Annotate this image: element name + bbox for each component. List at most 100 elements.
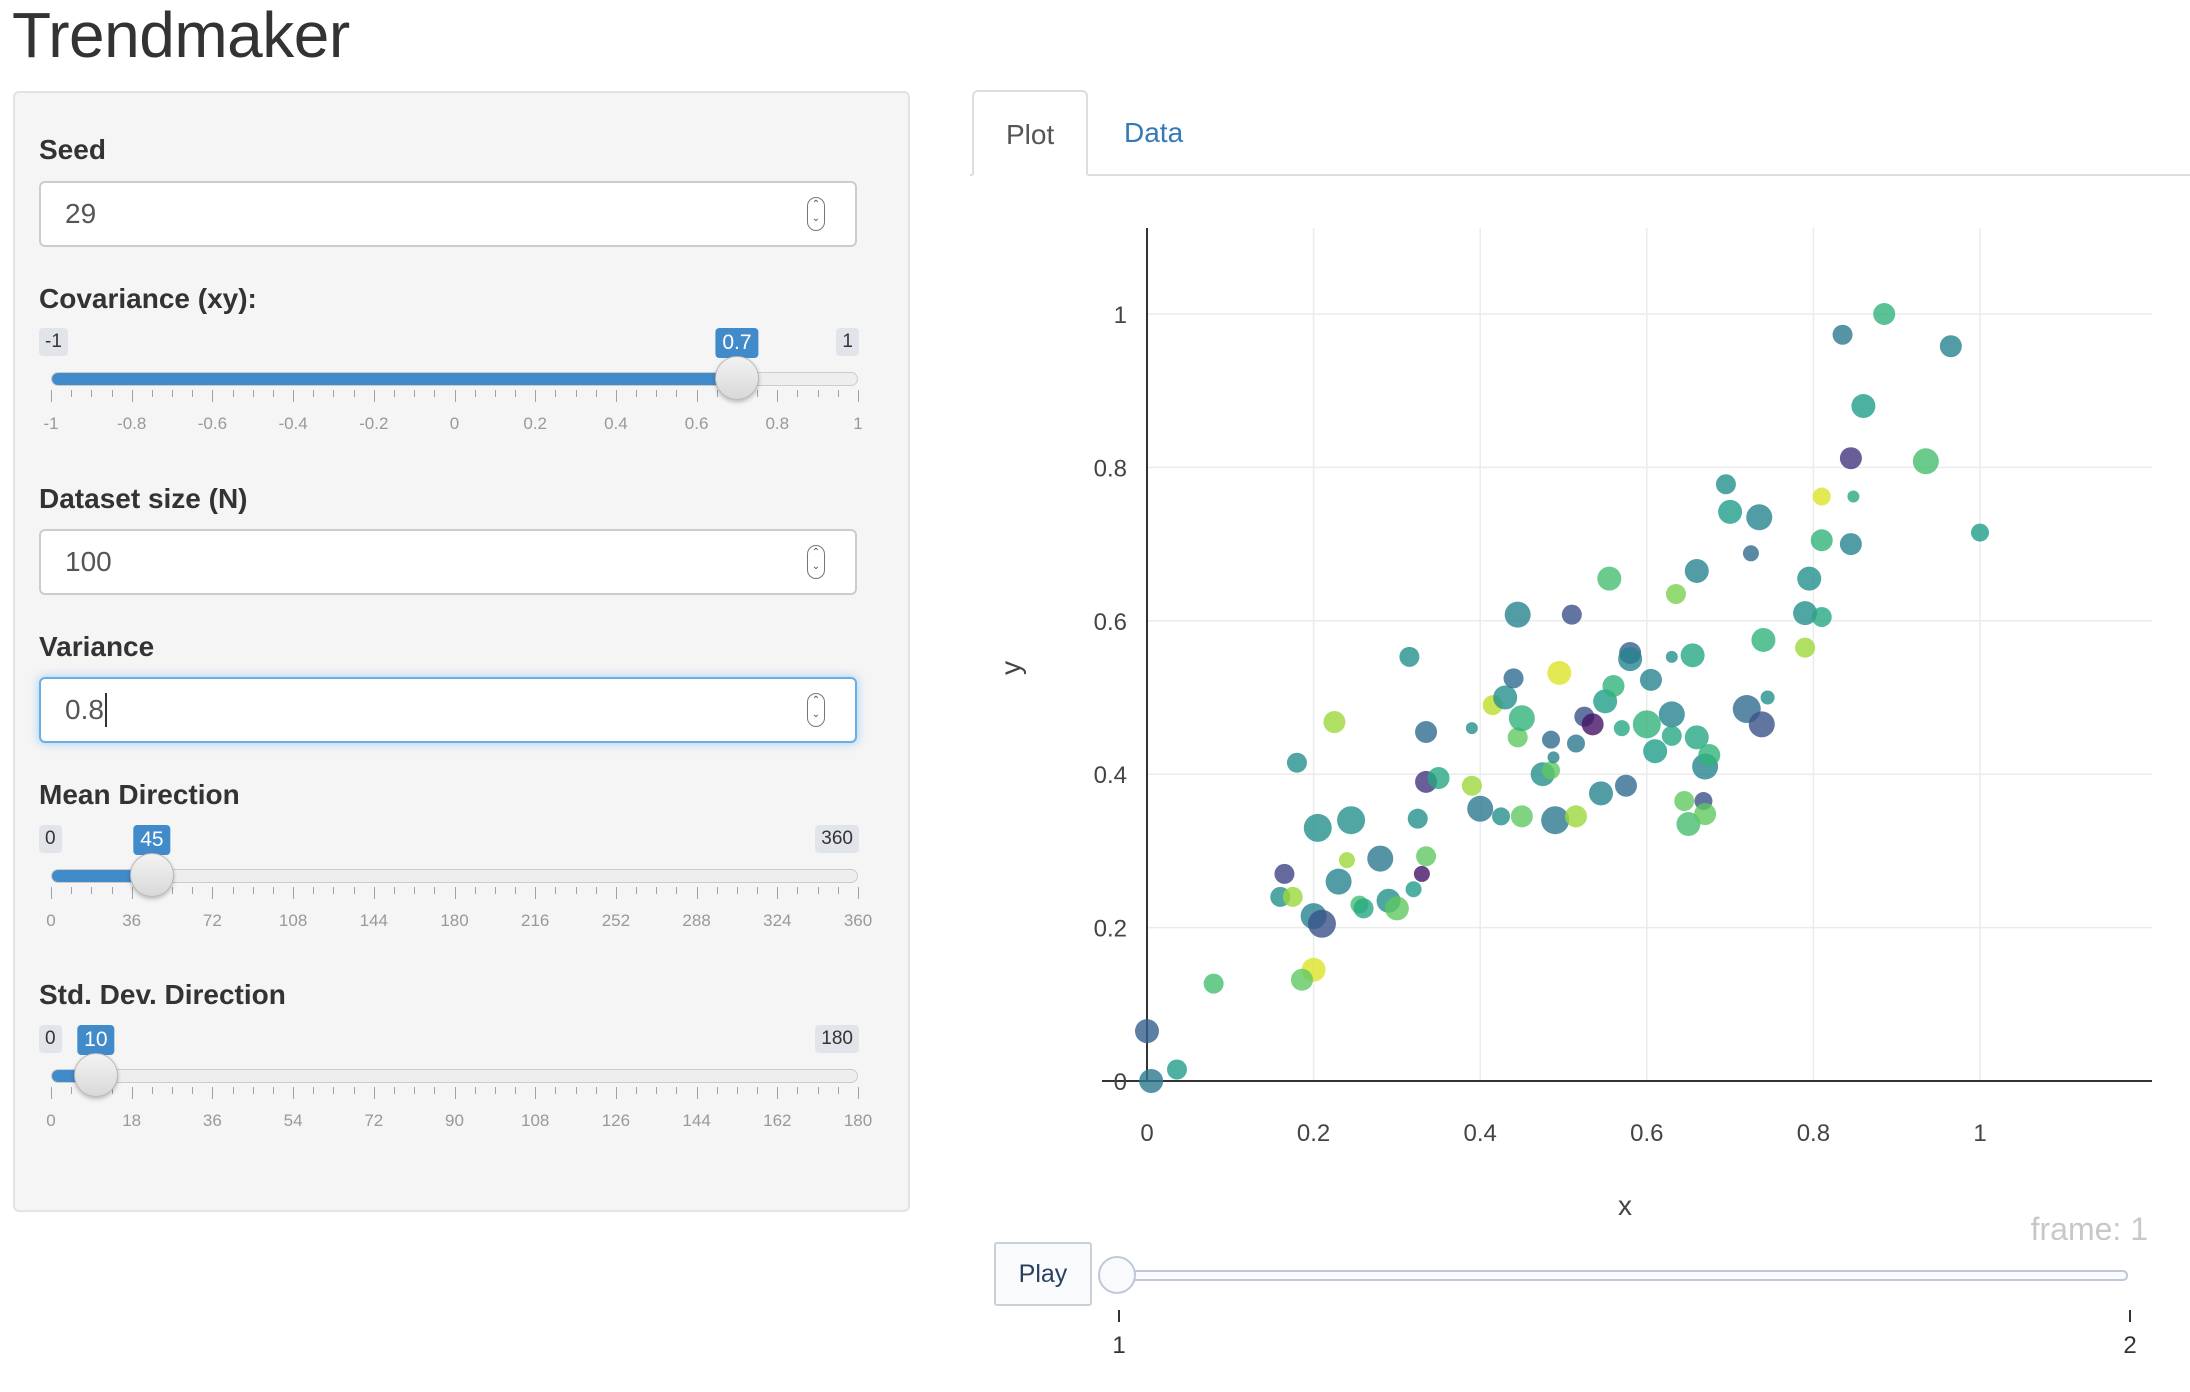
data-point[interactable]	[1492, 807, 1511, 826]
data-point[interactable]	[1839, 533, 1862, 556]
data-point[interactable]	[1353, 898, 1374, 919]
std-direction-handle[interactable]	[73, 1053, 118, 1097]
data-point[interactable]	[1718, 499, 1743, 524]
data-point[interactable]	[1274, 863, 1295, 884]
covariance-track[interactable]	[51, 372, 858, 386]
data-point[interactable]	[1665, 583, 1686, 604]
data-point[interactable]	[1547, 751, 1560, 764]
data-point[interactable]	[1810, 529, 1833, 552]
data-point[interactable]	[1797, 566, 1822, 591]
data-point[interactable]	[1684, 725, 1709, 750]
data-point[interactable]	[1751, 627, 1776, 652]
data-point[interactable]	[1795, 637, 1816, 658]
data-point[interactable]	[1632, 710, 1661, 739]
data-point[interactable]	[1323, 711, 1346, 734]
data-point[interactable]	[1760, 690, 1775, 705]
data-point[interactable]	[1564, 805, 1587, 828]
data-point[interactable]	[1303, 813, 1332, 842]
data-point[interactable]	[1613, 720, 1630, 737]
mean-direction-track[interactable]	[51, 869, 858, 883]
data-point[interactable]	[1290, 968, 1313, 991]
data-point[interactable]	[1851, 394, 1876, 419]
data-point[interactable]	[1467, 795, 1494, 822]
data-point[interactable]	[1658, 701, 1685, 728]
data-point[interactable]	[1602, 674, 1625, 697]
data-point[interactable]	[1643, 739, 1668, 764]
data-point[interactable]	[1461, 775, 1482, 796]
data-point[interactable]	[1282, 886, 1303, 907]
data-point[interactable]	[1618, 647, 1643, 672]
data-point[interactable]	[1597, 566, 1622, 591]
variance-spinner-icon[interactable]: ⌃ ⌄	[807, 693, 825, 727]
data-point[interactable]	[1832, 324, 1853, 345]
data-point[interactable]	[1684, 558, 1709, 583]
data-point[interactable]	[1415, 721, 1438, 744]
data-point[interactable]	[1847, 490, 1860, 503]
data-point[interactable]	[1581, 713, 1604, 736]
data-point[interactable]	[1676, 812, 1701, 837]
scatter-plot[interactable]: 0 0.2 0.4 0.6 0.8 1 0 0.2 0.4 0.6 0.8 1 x y frame: 1	[980, 200, 2170, 1240]
data-point[interactable]	[1912, 448, 1939, 475]
data-point[interactable]	[1541, 806, 1570, 835]
data-point[interactable]	[1286, 752, 1307, 773]
data-point[interactable]	[1542, 730, 1561, 749]
data-point[interactable]	[1493, 685, 1518, 710]
data-point[interactable]	[1139, 1069, 1164, 1093]
data-point[interactable]	[1413, 865, 1430, 882]
data-point[interactable]	[1399, 646, 1420, 667]
data-point[interactable]	[1166, 1059, 1187, 1080]
data-point[interactable]	[1405, 881, 1422, 898]
dataset-size-input[interactable]: 100 ⌃ ⌄	[39, 529, 857, 595]
mean-direction-handle[interactable]	[129, 853, 174, 897]
data-point[interactable]	[1504, 601, 1531, 628]
data-point[interactable]	[1614, 774, 1637, 797]
data-point[interactable]	[1566, 734, 1585, 753]
data-point[interactable]	[1547, 660, 1572, 685]
frame-slider-track[interactable]	[1118, 1270, 2128, 1281]
covariance-slider[interactable]: -1 1 0.7 -1 -0.8 -0.6 -0.4 -0.2 0 0.2 0.4 0.6 0.8 1	[39, 328, 871, 438]
data-point[interactable]	[1465, 722, 1478, 735]
data-point[interactable]	[1135, 1019, 1159, 1044]
data-point[interactable]	[1367, 845, 1394, 872]
data-point[interactable]	[1665, 650, 1678, 663]
data-point[interactable]	[1873, 303, 1896, 325]
data-point[interactable]	[1384, 896, 1409, 921]
play-button[interactable]: Play	[994, 1242, 1092, 1306]
data-point[interactable]	[1748, 711, 1775, 738]
data-point[interactable]	[1661, 725, 1682, 746]
data-point[interactable]	[1715, 474, 1736, 495]
data-point[interactable]	[1510, 805, 1533, 828]
data-point[interactable]	[1793, 601, 1818, 626]
mean-direction-slider[interactable]: 0 360 45 0 36 72 108 144 180 216 252 288 324 360	[39, 825, 872, 935]
frame-slider-handle[interactable]	[1098, 1256, 1136, 1294]
data-point[interactable]	[1971, 523, 1989, 542]
data-point[interactable]	[1203, 973, 1224, 994]
std-direction-slider[interactable]: 0 180 10 0 18 36 54 72 90 108 126 144 162 180	[39, 1025, 872, 1135]
data-point[interactable]	[1508, 705, 1535, 732]
std-direction-track[interactable]	[51, 1069, 858, 1083]
data-point[interactable]	[1338, 852, 1355, 869]
data-point[interactable]	[1503, 668, 1524, 689]
data-point[interactable]	[1507, 727, 1528, 748]
tab-plot[interactable]: Plot	[972, 90, 1089, 176]
data-point[interactable]	[1812, 487, 1831, 506]
data-point[interactable]	[1674, 791, 1695, 812]
seed-spinner-icon[interactable]: ⌃ ⌄	[807, 197, 825, 231]
data-point[interactable]	[1542, 761, 1561, 780]
data-point[interactable]	[1694, 803, 1717, 826]
seed-input[interactable]: 29 ⌃ ⌄	[39, 181, 857, 247]
data-point[interactable]	[1588, 781, 1613, 806]
data-point[interactable]	[1407, 808, 1428, 829]
data-point[interactable]	[1698, 744, 1721, 767]
data-point[interactable]	[1811, 606, 1832, 627]
data-point[interactable]	[1561, 604, 1582, 625]
data-point[interactable]	[1427, 767, 1450, 790]
data-point[interactable]	[1307, 909, 1336, 938]
covariance-handle[interactable]	[714, 356, 759, 400]
data-point[interactable]	[1939, 335, 1962, 358]
dataset-size-spinner-icon[interactable]: ⌃ ⌄	[807, 545, 825, 579]
data-point[interactable]	[1639, 668, 1662, 691]
data-point[interactable]	[1746, 504, 1773, 531]
data-point[interactable]	[1839, 447, 1862, 470]
data-point[interactable]	[1680, 643, 1705, 668]
